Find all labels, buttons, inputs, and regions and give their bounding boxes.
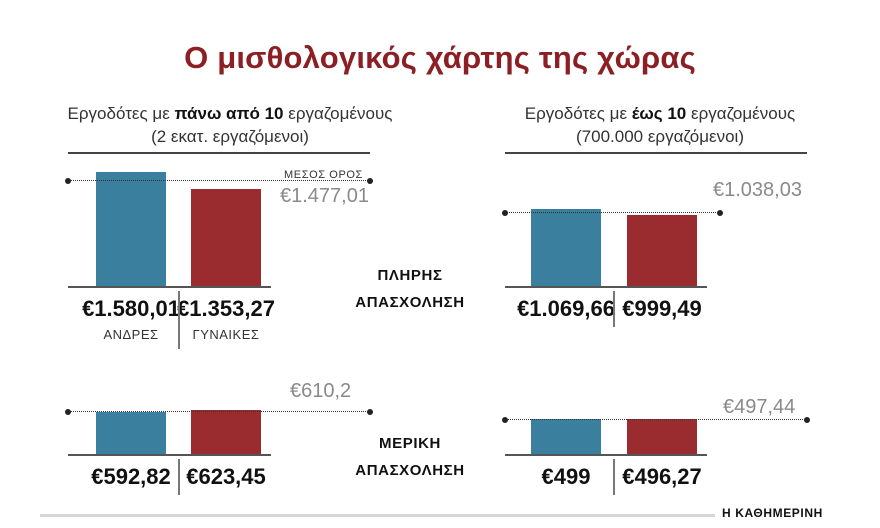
bar-women <box>627 214 697 287</box>
bar-women <box>627 419 697 455</box>
average-value-label: €1.038,03 <box>713 178 802 201</box>
part-employment-label: ΜΕΡΙΚΗ ΑΠΑΣΧΟΛΗΣΗ <box>340 430 480 484</box>
average-caption: ΜΕΣΟΣ ΟΡΟΣ <box>284 169 363 181</box>
value-label: €1.069,66 <box>517 296 615 321</box>
value-label: €1.353,27 <box>177 296 275 321</box>
part-employment-line1: ΜΕΡΙΚΗ <box>379 435 441 452</box>
bar-men <box>531 209 601 287</box>
baseline <box>68 286 271 288</box>
baseline <box>505 454 707 456</box>
left-header-line2: (2 εκατ. εργαζόμενοι) <box>151 127 309 146</box>
left-header-pre: Εργοδότες με <box>67 104 175 123</box>
right-header-bold: έως 10 <box>631 104 687 123</box>
right-header-pre: Εργοδότες με <box>524 104 632 123</box>
right-header-rule <box>505 152 807 154</box>
value-label: €623,45 <box>186 464 266 489</box>
category-label-men: ΑΝΔΡΕΣ <box>103 327 159 342</box>
value-label: €592,82 <box>91 464 171 489</box>
category-separator <box>178 291 180 349</box>
chart-title: Ο μισθολογικός χάρτης της χώρας <box>184 40 696 75</box>
average-dot <box>367 408 373 415</box>
full-employment-line1: ΠΛΗΡΗΣ <box>377 267 443 284</box>
right-header-post: εργαζομένους <box>686 104 796 123</box>
average-value-label: €1.477,01 <box>280 184 369 207</box>
average-line <box>505 418 807 420</box>
average-dot <box>502 416 508 423</box>
category-separator <box>178 459 180 495</box>
category-label-women: ΓΥΝΑΙΚΕΣ <box>192 327 260 342</box>
part-employment-line2: ΑΠΑΣΧΟΛΗΣΗ <box>355 462 465 479</box>
left-header-bold: πάνω από 10 <box>174 104 284 123</box>
publisher-brand: Η ΚΑΘΗΜΕΡΙΝΗ <box>722 506 823 520</box>
bar-men <box>531 418 601 455</box>
average-dot <box>717 209 723 216</box>
bar-women <box>191 188 261 287</box>
footer-rule <box>40 514 715 517</box>
average-dot <box>804 416 810 423</box>
average-dot <box>367 177 373 184</box>
right-header-line2: (700.000 εργαζόμενοι) <box>576 127 744 146</box>
category-separator <box>613 459 615 495</box>
average-line <box>505 211 720 213</box>
value-label: €499 <box>541 464 591 489</box>
average-value-label: €610,2 <box>290 379 352 402</box>
full-employment-line2: ΑΠΑΣΧΟΛΗΣΗ <box>355 294 465 311</box>
average-line <box>68 179 370 181</box>
baseline <box>68 454 271 456</box>
left-header-rule <box>68 152 370 154</box>
category-separator <box>613 291 615 327</box>
average-dot <box>65 408 71 415</box>
left-group-header: Εργοδότες με πάνω από 10 εργαζομένους (2… <box>40 102 420 148</box>
bar-men <box>96 412 166 455</box>
average-value-label: €497,44 <box>723 395 796 418</box>
value-label: €496,27 <box>622 464 702 489</box>
average-dot <box>65 177 71 184</box>
value-label: €999,49 <box>622 296 702 321</box>
full-employment-label: ΠΛΗΡΗΣ ΑΠΑΣΧΟΛΗΣΗ <box>340 262 480 316</box>
bar-men <box>96 172 166 287</box>
bar-women <box>191 409 261 455</box>
value-label: €1.580,01 <box>82 296 180 321</box>
right-group-header: Εργοδότες με έως 10 εργαζομένους (700.00… <box>480 102 840 148</box>
baseline <box>505 286 707 288</box>
average-line <box>68 410 370 412</box>
average-dot <box>502 209 508 216</box>
left-header-post: εργαζομένους <box>283 104 393 123</box>
